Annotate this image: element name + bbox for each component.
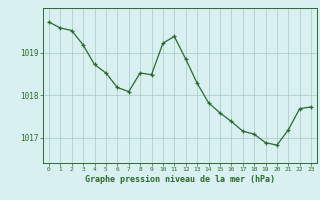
- X-axis label: Graphe pression niveau de la mer (hPa): Graphe pression niveau de la mer (hPa): [85, 175, 275, 184]
